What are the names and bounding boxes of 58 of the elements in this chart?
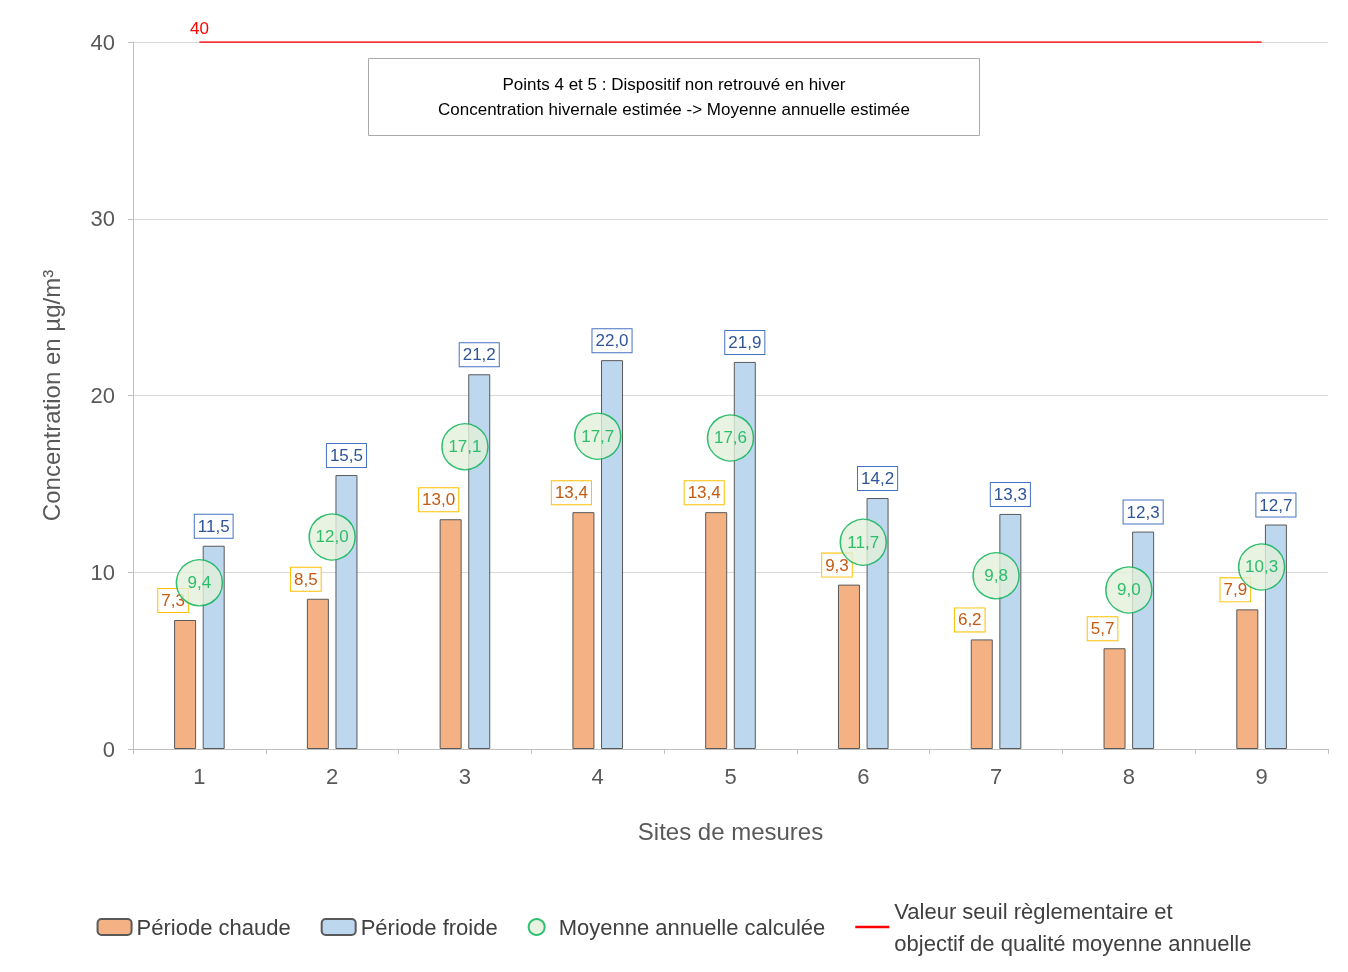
data-label: 12,7 [1259, 495, 1293, 515]
data-label: 9,3 [825, 555, 849, 575]
data-label: 13,0 [422, 490, 456, 510]
data-label: 15,5 [329, 446, 364, 466]
data-label: 13,4 [554, 483, 588, 503]
bar [1236, 609, 1259, 749]
data-label: 7,3 [161, 590, 185, 610]
data-label: 10,3 [1245, 557, 1279, 577]
bar [970, 639, 993, 749]
x-tick-label: 2 [326, 763, 339, 789]
y-tick-label: 20 [90, 383, 115, 408]
x-axis-title: Sites de mesures [637, 817, 824, 845]
data-label: 9,0 [1117, 580, 1141, 600]
bar [174, 619, 197, 749]
data-label: 22,0 [595, 331, 629, 351]
data-label: 9,8 [984, 566, 1008, 586]
y-tick-label: 40 [90, 29, 115, 55]
bar [1103, 648, 1126, 749]
x-tick-label: 4 [591, 763, 604, 789]
data-label: 8,5 [294, 569, 318, 589]
bar [705, 512, 728, 749]
data-label: 12,3 [1126, 502, 1160, 522]
legend-label: Période chaude [136, 914, 291, 940]
x-tick-label: 5 [724, 763, 737, 789]
y-axis-title: Concentration en µg/m³ [37, 269, 65, 522]
bar [306, 598, 329, 749]
annotation: Points 4 et 5 : Dispositif non retrouvé en hiver Concentration hivernale estimée -> Moyenne annuelle estimée [437, 75, 911, 119]
bar [837, 584, 860, 749]
data-label: 9,4 [187, 573, 212, 593]
x-tick-label: 1 [193, 763, 206, 789]
data-label: 13,3 [993, 484, 1027, 504]
data-label: 12,0 [315, 527, 349, 547]
data-label: 17,1 [448, 437, 482, 457]
legend-label: Période froide [360, 914, 498, 940]
bar [572, 512, 595, 749]
legend-label: Moyenne annuelle calculée [558, 914, 826, 940]
data-label: 13,4 [687, 483, 721, 503]
y-tick-label: 10 [90, 559, 115, 585]
data-label: 17,7 [581, 426, 615, 446]
data-label: 11,7 [847, 532, 880, 552]
data-label: 11,5 [197, 516, 230, 536]
legend-label: Valeur seuil règlementaire et objectif de qualité moyenne annuelle [894, 898, 1252, 956]
data-label: 5,7 [1090, 619, 1115, 639]
y-tick-label: 30 [90, 206, 115, 232]
data-label: 17,6 [713, 428, 748, 448]
x-tick-label: 9 [1255, 763, 1268, 789]
x-tick-label: 8 [1122, 763, 1135, 789]
data-label: 7,9 [1223, 580, 1248, 600]
data-label: 40 [189, 19, 209, 38]
x-tick-label: 7 [989, 763, 1003, 789]
x-tick-label: 6 [857, 763, 870, 789]
y-tick-label: 0 [102, 736, 115, 762]
data-label: 21,9 [728, 332, 762, 352]
x-tick-label: 3 [458, 763, 472, 789]
data-label: 6,2 [957, 610, 982, 630]
data-label: 14,2 [861, 469, 895, 489]
data-label: 21,2 [462, 345, 496, 365]
bar [439, 519, 462, 749]
